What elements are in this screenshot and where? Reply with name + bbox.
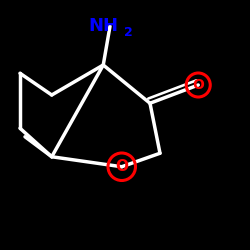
- Text: 2: 2: [124, 26, 133, 39]
- Text: NH: NH: [89, 17, 119, 35]
- Text: O: O: [115, 159, 128, 174]
- Text: O: O: [192, 78, 204, 92]
